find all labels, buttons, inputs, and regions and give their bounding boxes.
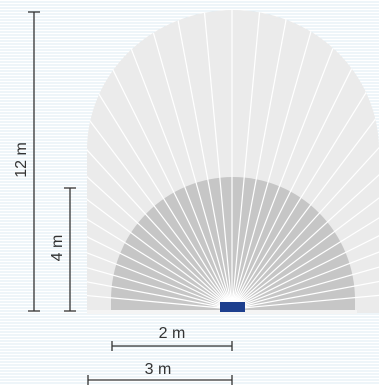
sector-line bbox=[87, 10, 233, 310]
height-inner-dimension bbox=[64, 187, 76, 312]
sector-line bbox=[231, 144, 379, 310]
sector-line bbox=[87, 91, 233, 310]
sector-line bbox=[231, 253, 379, 310]
width-inner-label: 2 m bbox=[159, 325, 186, 342]
sector-line bbox=[87, 253, 233, 310]
sector-line bbox=[87, 10, 233, 310]
sector-line bbox=[231, 198, 379, 310]
width-outer-dimension bbox=[87, 375, 233, 385]
sector-line bbox=[231, 10, 379, 310]
sector-line bbox=[231, 10, 379, 310]
width-outer-label: 3 m bbox=[145, 361, 172, 378]
sector-line bbox=[231, 10, 379, 310]
height-outer-dimension bbox=[28, 11, 40, 312]
sector-line bbox=[87, 10, 233, 310]
sector-line bbox=[87, 144, 233, 310]
sector-line bbox=[87, 10, 233, 310]
sector-line bbox=[87, 198, 233, 310]
sector-lines bbox=[0, 0, 379, 309]
sector-line bbox=[87, 10, 233, 310]
width-inner-dimension bbox=[111, 341, 233, 351]
sector-line bbox=[87, 10, 233, 310]
sector-line bbox=[87, 41, 233, 310]
sector-line bbox=[231, 91, 379, 310]
height-inner-label: 4 m bbox=[49, 235, 66, 262]
sector-line bbox=[231, 10, 379, 310]
height-outer-label: 12 m bbox=[13, 142, 30, 178]
sector-line bbox=[231, 41, 379, 310]
sector-line bbox=[231, 10, 379, 310]
sensor-icon bbox=[220, 302, 245, 312]
sector-line bbox=[231, 10, 379, 310]
